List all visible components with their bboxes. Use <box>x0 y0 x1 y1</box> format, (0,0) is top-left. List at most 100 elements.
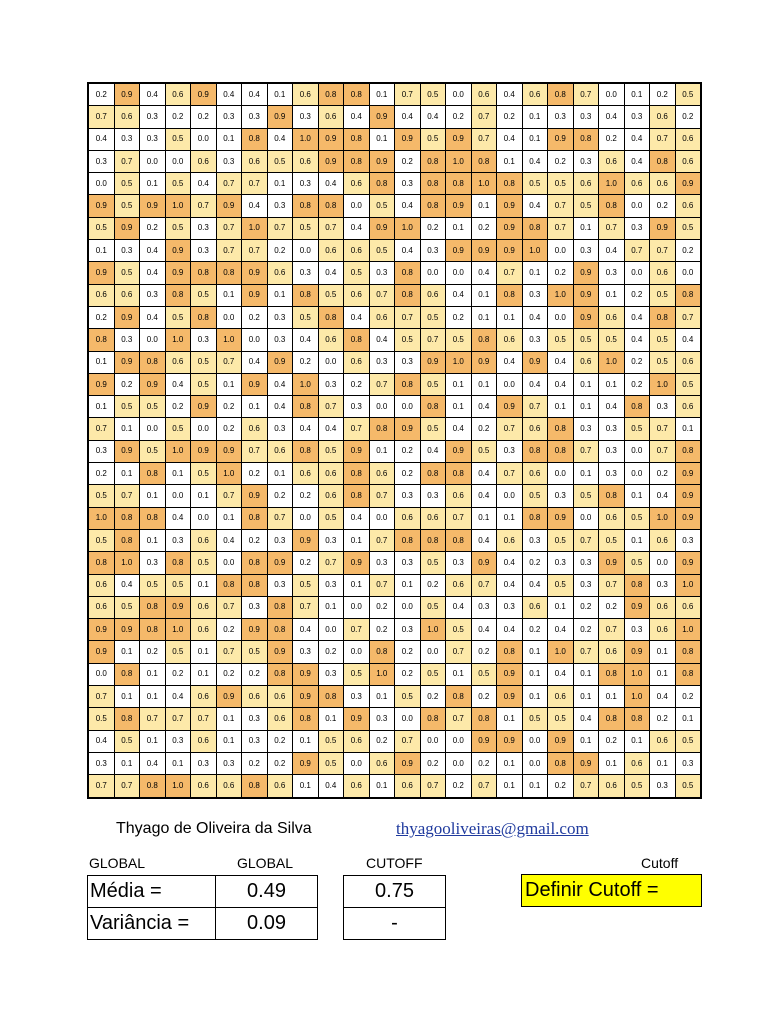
grid-cell[interactable]: 0.2 <box>470 751 497 776</box>
grid-cell[interactable]: 0.9 <box>292 528 319 553</box>
grid-cell[interactable]: 0.6 <box>266 707 293 731</box>
email-link[interactable]: thyagooliveiras@gmail.com <box>396 819 589 838</box>
grid-cell[interactable]: 0.1 <box>572 372 599 397</box>
grid-cell[interactable]: 0.9 <box>496 685 523 709</box>
grid-cell[interactable]: 0.2 <box>547 149 574 174</box>
grid-cell[interactable]: 0.2 <box>623 372 650 397</box>
grid-cell[interactable]: 0.9 <box>139 194 166 218</box>
grid-cell[interactable]: 1.0 <box>598 350 625 374</box>
grid-cell[interactable]: 0.9 <box>317 149 344 174</box>
grid-cell[interactable]: 0.4 <box>343 105 370 129</box>
grid-cell[interactable]: 0.5 <box>87 484 115 508</box>
grid-cell[interactable]: 0.2 <box>215 618 242 642</box>
grid-cell[interactable]: 0.5 <box>164 305 191 330</box>
grid-cell[interactable]: 0.4 <box>598 395 625 419</box>
grid-cell[interactable]: 0.9 <box>190 82 217 107</box>
grid-cell[interactable]: 0.5 <box>164 417 191 441</box>
grid-cell[interactable]: 0.6 <box>649 172 676 196</box>
grid-cell[interactable]: 0.2 <box>445 774 472 798</box>
grid-cell[interactable]: 0.8 <box>190 305 217 330</box>
grid-cell[interactable]: 0.9 <box>674 506 702 530</box>
grid-cell[interactable]: 0.0 <box>164 484 191 508</box>
grid-cell[interactable]: 0.2 <box>572 595 599 620</box>
grid-cell[interactable]: 0.7 <box>343 417 370 441</box>
grid-cell[interactable]: 0.7 <box>470 127 497 151</box>
grid-cell[interactable]: 0.9 <box>521 350 548 374</box>
definir-cutoff-button[interactable]: Definir Cutoff = <box>521 874 702 907</box>
grid-cell[interactable]: 0.7 <box>598 618 625 642</box>
grid-cell[interactable]: 0.5 <box>292 216 319 241</box>
grid-cell[interactable]: 0.4 <box>598 105 625 129</box>
grid-cell[interactable]: 0.0 <box>292 506 319 530</box>
grid-cell[interactable]: 0.7 <box>215 172 242 196</box>
grid-cell[interactable]: 0.7 <box>572 439 599 464</box>
grid-cell[interactable]: 0.8 <box>572 127 599 151</box>
grid-cell[interactable]: 0.6 <box>113 283 140 307</box>
grid-cell[interactable]: 0.1 <box>521 261 548 285</box>
grid-cell[interactable]: 0.1 <box>623 484 650 508</box>
grid-cell[interactable]: 0.5 <box>87 216 115 241</box>
grid-cell[interactable]: 0.5 <box>521 707 548 731</box>
grid-cell[interactable]: 0.7 <box>368 573 395 597</box>
grid-cell[interactable]: 0.7 <box>87 774 115 798</box>
grid-cell[interactable]: 0.1 <box>113 462 140 486</box>
grid-cell[interactable]: 0.1 <box>215 127 242 151</box>
grid-cell[interactable]: 0.2 <box>496 105 523 129</box>
grid-cell[interactable]: 0.6 <box>368 305 395 330</box>
grid-cell[interactable]: 0.8 <box>139 350 166 374</box>
grid-cell[interactable]: 0.4 <box>521 194 548 218</box>
grid-cell[interactable]: 0.0 <box>419 729 446 753</box>
grid-cell[interactable]: 0.2 <box>674 685 702 709</box>
grid-cell[interactable]: 0.3 <box>87 751 115 776</box>
grid-cell[interactable]: 0.9 <box>572 283 599 307</box>
grid-cell[interactable]: 0.4 <box>419 439 446 464</box>
grid-cell[interactable]: 0.5 <box>470 439 497 464</box>
grid-cell[interactable]: 0.1 <box>598 751 625 776</box>
grid-cell[interactable]: 0.8 <box>419 172 446 196</box>
grid-cell[interactable]: 0.5 <box>113 261 140 285</box>
grid-cell[interactable]: 0.3 <box>572 417 599 441</box>
grid-cell[interactable]: 1.0 <box>113 551 140 575</box>
grid-cell[interactable]: 0.6 <box>598 149 625 174</box>
grid-cell[interactable]: 0.2 <box>292 350 319 374</box>
grid-cell[interactable]: 0.2 <box>241 305 268 330</box>
grid-cell[interactable]: 0.3 <box>572 149 599 174</box>
grid-cell[interactable]: 0.7 <box>598 573 625 597</box>
grid-cell[interactable]: 0.8 <box>317 194 344 218</box>
grid-cell[interactable]: 0.8 <box>649 149 676 174</box>
grid-cell[interactable]: 0.4 <box>521 149 548 174</box>
grid-cell[interactable]: 0.1 <box>113 640 140 664</box>
grid-cell[interactable]: 0.6 <box>445 573 472 597</box>
grid-cell[interactable]: 0.8 <box>445 528 472 553</box>
grid-cell[interactable]: 0.6 <box>190 618 217 642</box>
grid-cell[interactable]: 0.2 <box>241 662 268 687</box>
grid-cell[interactable]: 0.6 <box>598 774 625 798</box>
grid-cell[interactable]: 0.4 <box>572 707 599 731</box>
grid-cell[interactable]: 0.6 <box>649 618 676 642</box>
grid-cell[interactable]: 0.7 <box>292 595 319 620</box>
grid-cell[interactable]: 0.1 <box>598 372 625 397</box>
grid-cell[interactable]: 0.6 <box>598 305 625 330</box>
grid-cell[interactable]: 0.8 <box>292 283 319 307</box>
grid-cell[interactable]: 0.0 <box>521 751 548 776</box>
grid-cell[interactable]: 0.1 <box>215 283 242 307</box>
grid-cell[interactable]: 0.5 <box>572 328 599 352</box>
grid-cell[interactable]: 0.6 <box>445 484 472 508</box>
grid-cell[interactable]: 0.4 <box>368 328 395 352</box>
grid-cell[interactable]: 0.9 <box>368 149 395 174</box>
grid-cell[interactable]: 0.3 <box>164 729 191 753</box>
grid-cell[interactable]: 0.0 <box>190 417 217 441</box>
grid-cell[interactable]: 1.0 <box>674 573 702 597</box>
grid-cell[interactable]: 0.5 <box>317 439 344 464</box>
grid-cell[interactable]: 0.9 <box>266 350 293 374</box>
grid-cell[interactable]: 0.3 <box>368 707 395 731</box>
grid-cell[interactable]: 0.5 <box>419 372 446 397</box>
grid-cell[interactable]: 0.8 <box>521 506 548 530</box>
grid-cell[interactable]: 0.0 <box>164 149 191 174</box>
grid-cell[interactable]: 0.1 <box>496 305 523 330</box>
grid-cell[interactable]: 0.0 <box>598 82 625 107</box>
grid-cell[interactable]: 0.8 <box>343 127 370 151</box>
grid-cell[interactable]: 0.1 <box>572 685 599 709</box>
grid-cell[interactable]: 0.6 <box>343 774 370 798</box>
grid-cell[interactable]: 0.5 <box>521 484 548 508</box>
